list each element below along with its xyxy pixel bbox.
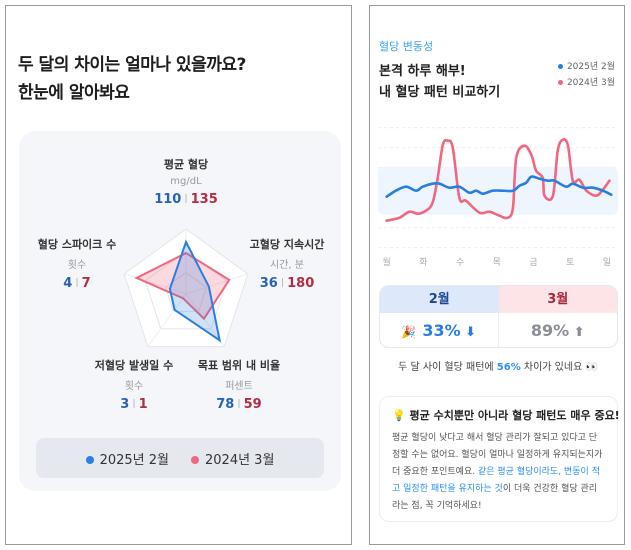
axis-values: 36 | 180 [222,276,352,291]
feb-value: 36 [259,276,278,291]
divider: | [184,194,188,204]
variability-panel: 혈당 변동성 본격 하루 해부! 내 혈당 패턴 비교하기 2025년 2월 2… [369,5,625,545]
mar-value: 135 [190,192,218,207]
feb-header: 2월 [380,286,499,313]
section-title-line2: 내 혈당 패턴 비교하기 [379,85,501,100]
axis-title: 혈당 스파이크 수 [37,238,117,251]
blue-dot-icon [85,455,94,464]
difference-summary: 두 달 사이 혈당 패턴에 56% 차이가 있네요 👀 [398,362,598,373]
x-tick-label: 월 [383,256,391,268]
mar-value: 180 [287,276,315,291]
axis-values: 4 | 7 [12,276,142,291]
mar-value: 7 [81,276,91,291]
axis-values: 110 | 135 [121,192,251,207]
blue-dot-icon [557,64,563,69]
axis-unit: 횟수 [67,260,87,271]
feb-value: 78 [216,397,235,412]
series-line-feb [385,175,613,198]
axis-title: 저혈당 발생일 수 [94,359,174,372]
legend-mar: 2024년 3월 [191,449,274,468]
arrow-down-icon: ⬇ [460,325,477,340]
chart-legend: 2025년 2월 2024년 3월 [557,59,615,91]
x-tick-label: 금 [529,257,537,268]
tip-card: 💡 평균 수치뿐만 아니라 혈당 패턴도 매우 중요! 평균 혈당이 낮다고 해… [379,396,620,522]
radar-series-feb [168,239,222,343]
radar-series-mar [134,251,231,321]
arrow-up-icon: ⬆ [569,325,585,340]
axis-unit: mg/dL [170,176,202,187]
divider: | [75,278,79,288]
radar-card: 평균 혈당 mg/dL 110 | 135 고혈당 지속시간 시간, 분 36 | 180 목표 범… [19,131,341,491]
radar-spoke [185,273,248,295]
axis-values: 3 | 1 [69,397,199,412]
party-popper-icon: 🎉 [401,325,417,339]
lightbulb-icon: 💡 [392,409,406,422]
mar-value-cell: 89% ⬆ [499,313,618,347]
axis-values: 78 | 59 [174,397,304,412]
radar-grid-ring [144,250,228,330]
x-tick-label: 수 [456,257,464,268]
legend-mar: 2024년 3월 [557,75,615,91]
mar-value: 59 [243,397,262,412]
page-title-line1: 두 달의 차이는 얼마나 있을까요? [18,55,246,75]
section-title-line1: 본격 하루 해부! [379,64,466,79]
divider: | [132,399,136,409]
tip-title: 💡 평균 수치뿐만 아니라 혈당 패턴도 매우 중요! [392,409,620,422]
mar-value: 1 [138,397,148,412]
x-tick-label: 토 [566,258,574,268]
radar-chart [123,228,249,348]
axis-unit: 시간, 분 [270,260,304,271]
feb-value: 3 [120,397,130,412]
radar-spoke [185,293,225,347]
pink-dot-icon [191,455,199,464]
mar-value: 89% [530,321,570,340]
axis-title: 목표 범위 내 비율 [197,359,281,372]
section-eyebrow: 혈당 변동성 [379,40,434,53]
feb-value: 33% [422,321,461,340]
divider: | [280,278,285,288]
axis-unit: 퍼센트 [225,381,253,392]
x-tick-label: 목 [493,257,501,268]
axis-title: 고혈당 지속시간 [249,238,325,251]
series-line-mar [385,138,611,222]
radar-spoke [124,273,187,295]
legend-feb: 2025년 2월 [85,449,169,468]
page-title-line2: 한눈에 알아봐요 [18,83,130,103]
feb-value-cell: 🎉 33% ⬇ [380,313,499,347]
eyes-icon: 👀 [582,362,598,373]
comparison-card: 2월 3월 🎉 33% ⬇ 89% ⬆ [379,285,618,348]
radar-comparison-panel: 두 달의 차이는 얼마나 있을까요? 한눈에 알아봐요 평균 혈당 mg/dL 11… [5,5,352,545]
radar-axis-label: 평균 혈당 mg/dL 110 | 135 [121,156,251,207]
tip-body: 평균 혈당이 낮다고 해서 혈당 관리가 잘되고 있다고 단정할 수는 없어요.… [392,433,603,511]
x-tick-label: 일 [603,257,611,268]
divider: | [237,399,241,409]
radar-spoke [147,293,187,347]
radar-legend: 2025년 2월 2024년 3월 [36,438,324,478]
x-tick-label: 화 [419,257,427,268]
radar-grid-ring [165,271,207,312]
pink-dot-icon [557,80,563,85]
feb-value: 110 [154,192,182,207]
legend-feb: 2025년 2월 [557,59,615,75]
axis-title: 평균 혈당 [163,158,209,171]
axis-unit: 횟수 [124,381,144,392]
feb-value: 4 [63,276,73,291]
mar-header: 3월 [498,286,617,313]
